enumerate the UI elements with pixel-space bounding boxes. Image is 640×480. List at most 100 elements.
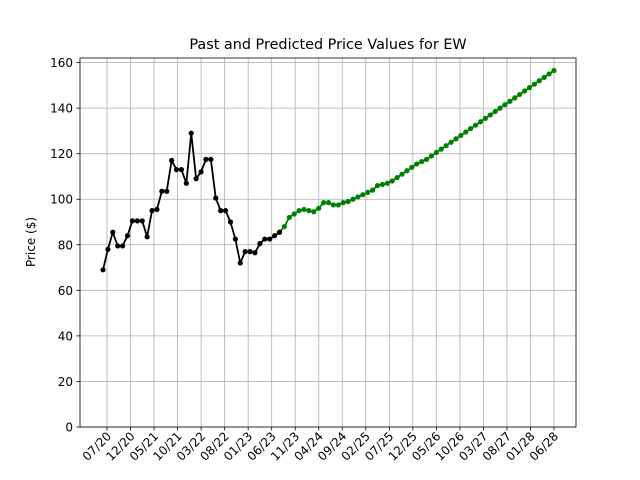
y-tick-label: 120	[50, 147, 73, 161]
past-series-point	[159, 188, 165, 194]
predicted-series-point	[301, 206, 307, 213]
predicted-series-point	[355, 194, 361, 200]
predicted-series-point	[497, 105, 503, 111]
past-series-point	[208, 156, 214, 162]
past-series-point	[193, 176, 199, 182]
predicted-series-point	[365, 189, 371, 195]
predicted-series-point	[463, 129, 469, 135]
past-series-point	[242, 249, 248, 255]
past-series-point	[267, 236, 273, 242]
past-series-point	[276, 229, 283, 235]
predicted-series-point	[306, 208, 312, 214]
predicted-series-point	[404, 168, 410, 174]
predicted-series-point	[316, 205, 322, 211]
past-series-point	[110, 229, 116, 235]
predicted-series-point	[536, 78, 542, 84]
past-series-point	[213, 195, 219, 201]
past-series-point	[139, 218, 145, 224]
predicted-series-point	[546, 71, 552, 77]
predicted-series-point	[281, 223, 287, 230]
predicted-series-point	[286, 214, 292, 221]
past-series-point	[105, 246, 111, 252]
y-tick-label: 100	[50, 193, 73, 207]
predicted-series-point	[311, 209, 317, 215]
past-series-point	[120, 243, 126, 249]
past-series-point	[252, 250, 258, 256]
predicted-series-point	[492, 108, 498, 115]
past-series-point	[178, 167, 185, 173]
predicted-series-point	[487, 112, 493, 118]
plot-area	[80, 58, 576, 427]
predicted-series-point	[330, 202, 336, 208]
predicted-series-point	[428, 153, 435, 159]
past-series-point	[198, 169, 204, 175]
y-tick-label: 60	[58, 284, 73, 298]
past-series-point	[247, 249, 253, 255]
y-tick-label: 140	[50, 102, 73, 116]
grid-lines	[80, 58, 576, 428]
predicted-series-point	[502, 102, 508, 108]
predicted-series-point	[335, 202, 341, 208]
predicted-series-point	[389, 178, 395, 184]
past-series-point	[232, 236, 238, 242]
y-axis-label: Price ($)	[24, 217, 38, 267]
past-series-point	[237, 260, 243, 266]
predicted-series-point	[296, 208, 302, 214]
series-points	[100, 67, 557, 273]
y-tick-label: 20	[58, 375, 73, 389]
predicted-series-point	[433, 149, 439, 156]
predicted-series-point	[374, 182, 381, 189]
past-series-point	[149, 208, 155, 214]
past-series-point	[164, 188, 170, 194]
predicted-series-point	[531, 81, 537, 87]
past-series-point	[271, 233, 278, 239]
predicted-series-point	[507, 98, 513, 104]
past-series-point	[227, 219, 234, 225]
past-series-point	[129, 218, 136, 224]
predicted-series-point	[517, 91, 523, 98]
predicted-series-point	[526, 85, 533, 91]
y-tick-label: 80	[58, 238, 73, 252]
past-series-point	[144, 234, 150, 240]
y-tick-label: 160	[50, 56, 73, 70]
predicted-series-point	[414, 161, 420, 167]
predicted-series-point	[423, 156, 430, 162]
predicted-series-point	[443, 143, 449, 149]
predicted-series-point	[394, 174, 400, 181]
predicted-series-point	[551, 67, 557, 74]
predicted-series-point	[350, 196, 356, 202]
past-series-point	[115, 243, 121, 249]
y-axis: 0 20 40 60 80 100 120 140 160	[50, 56, 80, 435]
past-series-point	[218, 208, 224, 214]
past-series-point	[188, 130, 194, 136]
predicted-series-point	[384, 180, 390, 186]
predicted-series-point	[541, 74, 547, 80]
predicted-series-point	[472, 122, 479, 128]
predicted-series-point	[468, 126, 474, 132]
past-series-point	[173, 167, 180, 173]
predicted-series-point	[379, 181, 386, 188]
predicted-series-point	[291, 211, 297, 217]
past-series-point	[203, 156, 209, 162]
chart-title: Past and Predicted Price Values for EW	[189, 37, 466, 53]
past-series-point	[262, 236, 268, 242]
predicted-series-point	[370, 187, 376, 193]
past-series-point	[222, 208, 229, 214]
predicted-series-point	[360, 192, 366, 198]
predicted-series-point	[477, 119, 484, 125]
predicted-series-point	[458, 132, 464, 139]
y-tick-label: 0	[65, 421, 73, 435]
predicted-series-point	[340, 200, 346, 206]
predicted-series-point	[419, 159, 425, 165]
past-series-point	[257, 241, 263, 247]
predicted-series-point	[409, 164, 415, 170]
predicted-series-point	[321, 200, 327, 206]
predicted-series-point	[448, 139, 454, 145]
predicted-series-point	[325, 200, 332, 206]
predicted-series-point	[399, 171, 405, 177]
predicted-series-point	[512, 95, 518, 101]
past-series-point	[154, 206, 160, 213]
past-series-point	[169, 157, 175, 164]
predicted-series-point	[345, 198, 351, 205]
